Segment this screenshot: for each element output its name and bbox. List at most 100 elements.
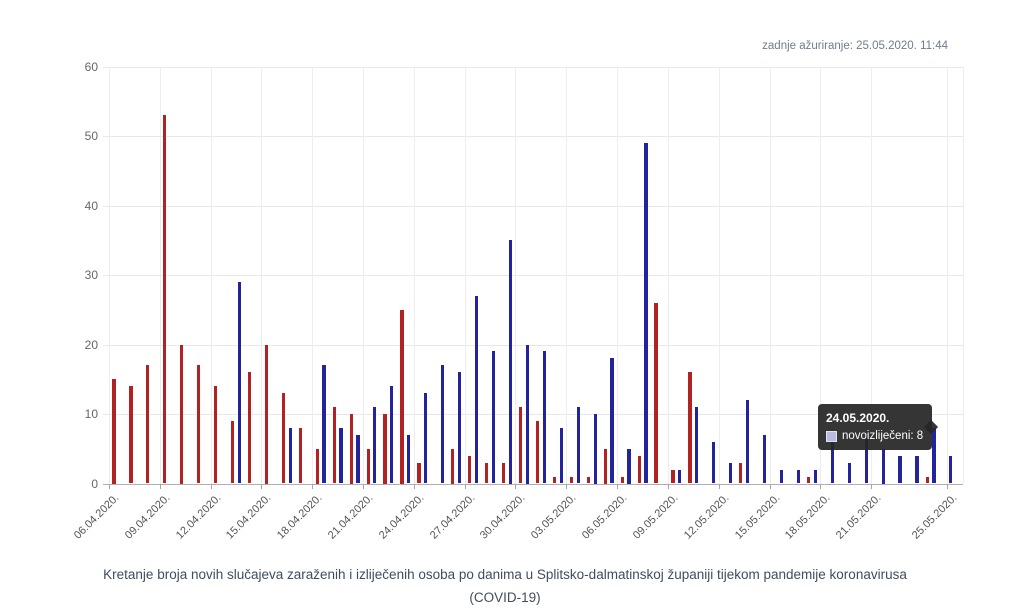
y-gridline xyxy=(103,136,963,137)
red-infected-bar[interactable] xyxy=(671,469,675,484)
x-axis-tick-label: 06.05.2020. xyxy=(579,492,630,542)
blue-recovered-bar[interactable] xyxy=(576,407,580,484)
red-infected-bar[interactable] xyxy=(349,414,353,484)
red-infected-bar[interactable] xyxy=(620,476,624,484)
blue-recovered-bar[interactable] xyxy=(339,427,343,484)
red-infected-bar[interactable] xyxy=(214,386,218,484)
blue-recovered-bar[interactable] xyxy=(627,448,631,484)
blue-recovered-bar[interactable] xyxy=(373,407,377,484)
red-infected-bar[interactable] xyxy=(569,476,573,484)
red-infected-bar[interactable] xyxy=(163,115,167,484)
blue-recovered-bar[interactable] xyxy=(915,455,919,484)
blue-recovered-bar[interactable] xyxy=(322,365,326,484)
red-infected-bar[interactable] xyxy=(180,344,184,484)
blue-recovered-bar[interactable] xyxy=(390,386,394,484)
x-axis-tick-label: 06.04.2020. xyxy=(71,492,122,542)
red-infected-bar[interactable] xyxy=(925,476,929,484)
red-infected-bar[interactable] xyxy=(485,462,489,484)
x-gridline xyxy=(108,66,110,484)
blue-recovered-bar[interactable] xyxy=(644,142,648,484)
x-axis-tick xyxy=(769,483,771,489)
blue-recovered-bar[interactable] xyxy=(542,351,546,484)
blue-recovered-bar[interactable] xyxy=(559,427,563,484)
blue-recovered-bar[interactable] xyxy=(424,393,428,484)
blue-recovered-bar[interactable] xyxy=(458,372,462,484)
blue-recovered-bar[interactable] xyxy=(610,358,614,484)
blue-recovered-bar[interactable] xyxy=(491,351,496,484)
blue-recovered-bar[interactable] xyxy=(898,455,902,484)
blue-recovered-bar[interactable] xyxy=(881,448,885,484)
blue-recovered-bar[interactable] xyxy=(678,469,682,484)
red-infected-bar[interactable] xyxy=(518,407,523,484)
x-gridline xyxy=(159,66,161,484)
red-infected-bar[interactable] xyxy=(264,344,269,484)
y-gridline xyxy=(103,344,963,346)
red-infected-bar[interactable] xyxy=(535,420,540,484)
red-infected-bar[interactable] xyxy=(315,448,319,484)
blue-recovered-bar[interactable] xyxy=(729,462,733,484)
blue-recovered-bar[interactable] xyxy=(508,240,512,484)
blue-recovered-bar[interactable] xyxy=(932,427,936,484)
red-infected-bar[interactable] xyxy=(332,407,336,484)
red-infected-bar[interactable] xyxy=(298,427,302,484)
tooltip-row: novoizliječeni: 8 xyxy=(826,428,923,444)
blue-recovered-bar[interactable] xyxy=(949,455,953,484)
x-axis-tick xyxy=(667,483,669,489)
blue-recovered-bar[interactable] xyxy=(441,365,445,484)
blue-recovered-bar[interactable] xyxy=(356,434,360,484)
blue-recovered-bar[interactable] xyxy=(745,400,750,484)
x-axis-tick xyxy=(312,483,314,489)
red-infected-bar[interactable] xyxy=(637,455,641,484)
red-infected-bar[interactable] xyxy=(502,462,506,484)
blue-recovered-bar[interactable] xyxy=(407,434,411,484)
red-infected-bar[interactable] xyxy=(383,414,387,484)
red-infected-bar[interactable] xyxy=(112,379,116,484)
blue-recovered-bar[interactable] xyxy=(474,295,479,484)
red-infected-bar[interactable] xyxy=(197,365,201,484)
red-infected-bar[interactable] xyxy=(281,393,285,484)
blue-recovered-bar[interactable] xyxy=(847,462,851,484)
x-axis-tick xyxy=(871,483,873,489)
blue-recovered-bar[interactable] xyxy=(830,441,834,484)
x-axis-tick-label: 21.05.2020. xyxy=(834,492,884,542)
red-infected-bar[interactable] xyxy=(586,476,590,484)
tooltip-date: 24.05.2020. xyxy=(826,411,890,425)
blue-recovered-bar[interactable] xyxy=(525,344,529,484)
blue-recovered-bar[interactable] xyxy=(237,281,241,484)
red-infected-bar[interactable] xyxy=(129,386,133,484)
blue-recovered-bar[interactable] xyxy=(695,407,699,484)
blue-recovered-bar[interactable] xyxy=(779,469,784,484)
blue-recovered-bar[interactable] xyxy=(288,427,292,484)
y-axis-tick-label: 40 xyxy=(84,198,98,213)
red-infected-bar[interactable] xyxy=(366,448,370,484)
plot-right-edge xyxy=(963,66,964,484)
x-gridline xyxy=(617,66,619,484)
blue-recovered-bar[interactable] xyxy=(864,434,868,484)
blue-recovered-bar[interactable] xyxy=(762,434,767,484)
x-gridline xyxy=(210,66,212,484)
red-infected-bar[interactable] xyxy=(688,372,692,484)
red-infected-bar[interactable] xyxy=(654,302,658,484)
tooltip: 24.05.2020. novoizliječeni: 8 xyxy=(818,404,939,450)
red-infected-bar[interactable] xyxy=(146,365,150,484)
y-axis-tick-label: 10 xyxy=(84,407,98,421)
blue-recovered-bar[interactable] xyxy=(712,441,716,484)
red-infected-bar[interactable] xyxy=(552,476,557,484)
last-update-text: zadnje ažuriranje: 25.05.2020. 11:44 xyxy=(762,40,948,52)
red-infected-bar[interactable] xyxy=(451,448,455,484)
red-infected-bar[interactable] xyxy=(468,455,472,484)
red-infected-bar[interactable] xyxy=(247,372,252,484)
red-infected-bar[interactable] xyxy=(806,476,811,484)
red-infected-bar[interactable] xyxy=(230,420,235,484)
blue-recovered-bar[interactable] xyxy=(593,414,597,484)
blue-recovered-bar[interactable] xyxy=(813,469,817,484)
red-infected-bar[interactable] xyxy=(400,309,404,484)
x-axis-tick-label: 03.05.2020. xyxy=(529,492,579,542)
x-gridline xyxy=(566,66,568,484)
red-infected-bar[interactable] xyxy=(603,448,607,484)
blue-recovered-bar[interactable] xyxy=(796,469,800,484)
red-infected-bar[interactable] xyxy=(739,462,743,484)
x-gridline xyxy=(464,66,466,484)
red-infected-bar[interactable] xyxy=(417,462,421,484)
